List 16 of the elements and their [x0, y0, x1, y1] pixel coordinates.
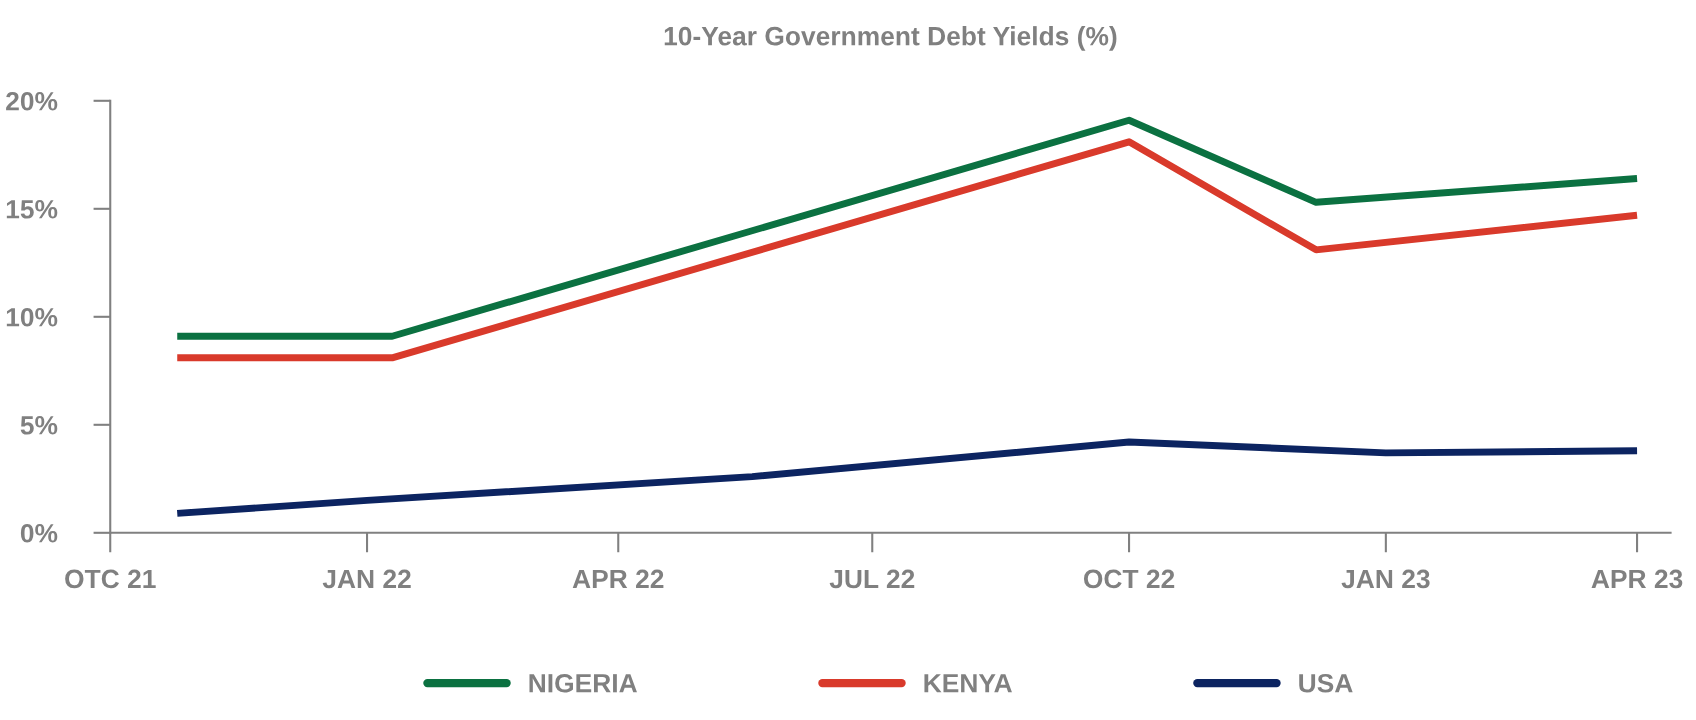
legend-label: KENYA: [924, 674, 1012, 693]
legend-label: NIGERIA: [529, 673, 637, 693]
y-tick-label: 10%: [6, 307, 58, 327]
x-tick-label: JAN 23: [1341, 569, 1430, 589]
x-tick-label: JUL 22: [829, 569, 915, 589]
chart-title: 10-Year Government Debt Yields (%): [664, 26, 1117, 51]
y-tick-label: 20%: [6, 91, 58, 111]
y-tick-label: 0%: [20, 523, 58, 543]
x-tick-label: OTC 21: [65, 569, 156, 589]
x-tick-label: APR 22: [572, 569, 664, 589]
x-tick-label: APR 23: [1591, 569, 1683, 589]
x-tick-label: JAN 22: [322, 569, 411, 589]
legend-label: USA: [1299, 673, 1353, 693]
y-tick-label: 15%: [6, 200, 58, 219]
x-tick-label: OCT 22: [1083, 569, 1175, 589]
y-tick-label: 5%: [20, 416, 58, 435]
